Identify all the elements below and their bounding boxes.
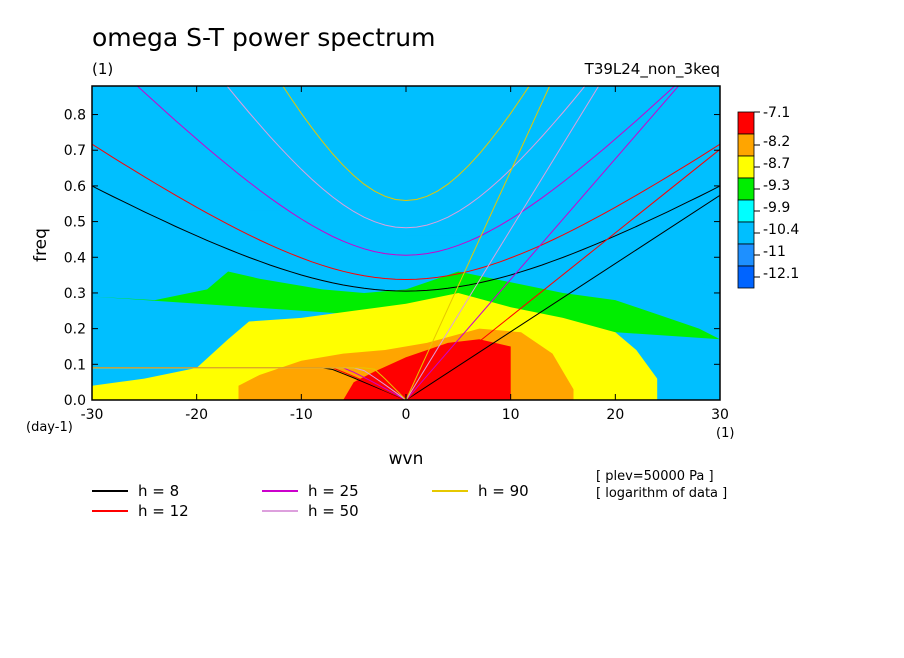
x-axis-label: wvn <box>389 449 424 469</box>
annotation-plev: [ plev=50000 Pa ] <box>596 469 714 484</box>
colorbar-swatch <box>737 155 755 179</box>
colorbar-label: -12.1 <box>763 266 799 282</box>
y-tick-label: 0.2 <box>64 322 86 338</box>
y-tick-label: 0.5 <box>64 215 86 231</box>
chart-title: omega S-T power spectrum <box>92 23 436 52</box>
kelvin-curve-0 <box>405 194 720 400</box>
ig-curve-2 <box>136 86 676 256</box>
colorbar-label: -8.7 <box>763 156 790 172</box>
x-tick-label: 20 <box>606 407 624 423</box>
ig-curve-0 <box>92 185 720 292</box>
ig-curve-4 <box>282 86 530 202</box>
colorbar-label: -11 <box>763 244 786 260</box>
colorbar-label: -9.9 <box>763 200 790 216</box>
x-tick-label: -10 <box>290 407 313 423</box>
y-unit-label: (day-1) <box>26 420 73 435</box>
ig-curve-3 <box>226 86 586 229</box>
x-tick-label: -20 <box>185 407 208 423</box>
legend-label: h = 50 <box>308 502 359 520</box>
ig-curve-1 <box>92 143 720 281</box>
x-tick-label: -30 <box>81 407 104 423</box>
filled-contours <box>92 86 720 400</box>
subtitle-right: T39L24_non_3keq <box>584 60 720 79</box>
colorbar-label: -9.3 <box>763 178 790 194</box>
y-tick-label: 0.4 <box>64 250 86 266</box>
x-tick-label: 0 <box>402 407 411 423</box>
colorbar-swatch <box>737 265 755 289</box>
legend-label: h = 90 <box>478 482 529 500</box>
kelvin-curve-1 <box>405 148 720 400</box>
x-ticks: -30 -20 -10 0 10 20 30 <box>81 86 729 423</box>
subtitle-left: (1) <box>92 60 113 78</box>
legend: h = 8 h = 12 h = 25 h = 50 h = 90 <box>92 482 529 520</box>
colorbar-swatch <box>737 199 755 223</box>
legend-label: h = 12 <box>138 502 189 520</box>
annotation-logarithm: [ logarithm of data ] <box>596 486 727 501</box>
kelvin-curve-2 <box>405 86 680 400</box>
kelvin-curve-3 <box>405 86 600 400</box>
y-ticks: 0.0 0.1 0.2 0.3 0.4 0.5 0.6 0.7 0.8 <box>64 108 720 409</box>
colorbar-swatch <box>737 243 755 267</box>
x-unit-label: (1) <box>716 426 734 441</box>
colorbar: -7.1 -8.2 -8.7 -9.3 -9.9 -10.4 -11 -12.1 <box>737 105 799 289</box>
colorbar-swatch <box>737 177 755 201</box>
y-tick-label: 0.3 <box>64 286 86 302</box>
dispersion-curves <box>92 86 720 400</box>
y-tick-label: 0.6 <box>64 179 86 195</box>
kelvin-curve-4 <box>405 86 551 400</box>
y-tick-label: 0.1 <box>64 357 86 373</box>
colorbar-label: -7.1 <box>763 105 790 121</box>
legend-label: h = 8 <box>138 482 179 500</box>
contour-region-3 <box>92 86 720 290</box>
colorbar-swatch <box>737 133 755 157</box>
colorbar-swatch <box>737 111 755 135</box>
y-tick-label: 0.0 <box>64 393 86 409</box>
rossby-curve-4 <box>92 367 407 400</box>
y-tick-label: 0.7 <box>64 143 86 159</box>
colorbar-label: -8.2 <box>763 134 790 150</box>
legend-label: h = 25 <box>308 482 359 500</box>
y-axis-label: freq <box>31 228 51 262</box>
x-tick-label: 10 <box>502 407 520 423</box>
y-tick-label: 0.8 <box>64 108 86 124</box>
x-tick-label: 30 <box>711 407 729 423</box>
colorbar-swatch <box>737 221 755 245</box>
colorbar-label: -10.4 <box>763 222 799 238</box>
